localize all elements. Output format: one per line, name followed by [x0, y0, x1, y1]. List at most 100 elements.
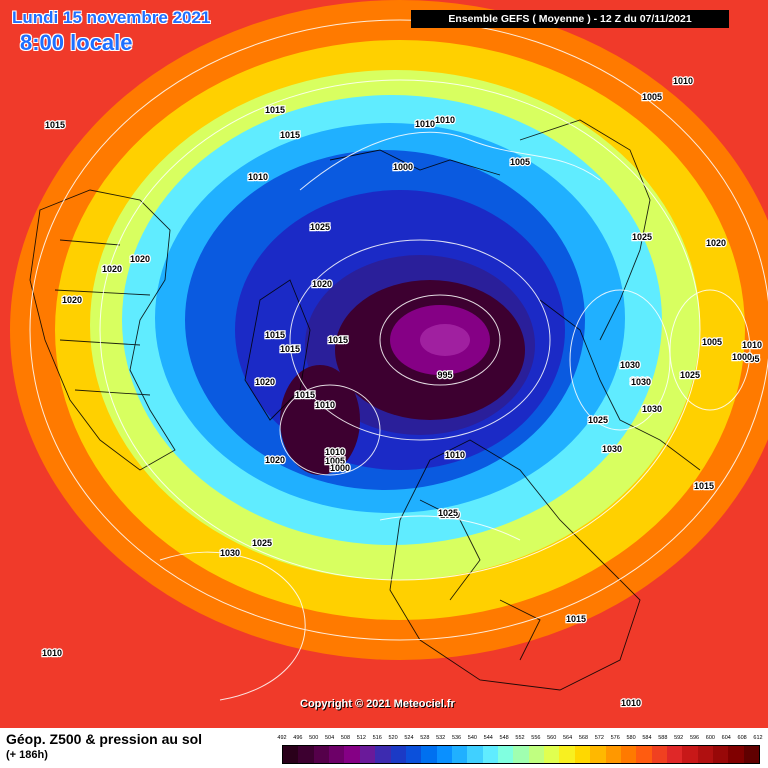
scale-swatch [436, 746, 452, 763]
scale-swatch [329, 746, 345, 763]
isobar-label: 1025 [632, 232, 652, 242]
scale-tick-label: 608 [737, 735, 747, 741]
isobar-label: 1020 [440, 510, 460, 520]
isobar-label: 1030 [631, 377, 651, 387]
scale-swatch [620, 746, 637, 763]
isobar-label: 1015 [265, 105, 285, 115]
scale-tick-label: 504 [325, 735, 335, 741]
scale-swatch [421, 746, 437, 763]
isobar-label: 1030 [602, 444, 622, 454]
isobar-label: 1015 [45, 120, 65, 130]
scale-swatch [605, 746, 621, 763]
scale-swatch [728, 746, 744, 763]
scale-swatch [682, 746, 698, 763]
scale-swatch [651, 746, 667, 763]
scale-tick-label: 584 [642, 735, 652, 741]
isobar-label: 1015 [328, 335, 348, 345]
scale-swatch [713, 746, 729, 763]
scale-swatch [283, 746, 299, 763]
scale-swatch [498, 746, 514, 763]
scale-swatch [344, 746, 360, 763]
scale-swatch [544, 746, 560, 763]
isobar-label: 1025 [310, 222, 330, 232]
scale-tick-label: 580 [626, 735, 636, 741]
isobar-label: 1015 [280, 130, 300, 140]
scale-tick-label: 528 [420, 735, 430, 741]
isobar-label: 1010 [315, 400, 335, 410]
scale-tick-label: 612 [753, 735, 763, 741]
scale-swatch [313, 746, 330, 763]
scale-swatch [697, 746, 714, 763]
scale-tick-label: 520 [388, 735, 398, 741]
isobar-label: 1020 [130, 254, 150, 264]
isobar-label: 1020 [255, 377, 275, 387]
scale-swatch [359, 746, 376, 763]
scale-tick-label: 600 [705, 735, 715, 741]
scale-tick-label: 596 [689, 735, 700, 741]
scale-tick-label: 576 [610, 735, 620, 741]
scale-tick-label: 552 [515, 735, 525, 741]
isobar-label: 995 [744, 354, 759, 364]
isobar-label: 1025 [680, 370, 700, 380]
scale-swatch [467, 746, 483, 763]
scale-tick-label: 560 [547, 735, 557, 741]
isobar-label: 1010 [248, 172, 268, 182]
scale-tick-label: 544 [483, 735, 493, 741]
scale-tick-label: 604 [721, 735, 731, 741]
scale-tick-label: 532 [436, 735, 446, 741]
isobar-label: 1010 [742, 340, 762, 350]
scale-swatch [528, 746, 545, 763]
isobar-label: 1010 [415, 119, 435, 129]
scale-tick-label: 556 [531, 735, 541, 741]
isobar-label: 1025 [438, 508, 458, 518]
scale-swatch [513, 746, 529, 763]
isobar-label: 1015 [295, 390, 315, 400]
isobar-label: 1010 [445, 450, 465, 460]
isobar-label: 1020 [265, 455, 285, 465]
copyright-notice: Copyright © 2021 Meteociel.fr [300, 698, 455, 710]
scale-tick-label: 512 [356, 735, 366, 741]
scale-swatch [482, 746, 499, 763]
band-trough [280, 365, 360, 475]
scale-swatch [574, 746, 591, 763]
scale-tick-label: 500 [309, 735, 319, 741]
isobar-label: 1025 [588, 415, 608, 425]
isobar-label: 1030 [630, 376, 650, 386]
scale-tick-label: 508 [340, 735, 351, 741]
scale-swatch [743, 746, 760, 763]
isobar-label: 1010 [673, 76, 693, 86]
isobar-label: 1000 [393, 162, 413, 172]
scale-swatch [559, 746, 575, 763]
scale-tick-label: 548 [499, 735, 509, 741]
isobar-label: 1015 [265, 330, 285, 340]
isobar-label: 1005 [510, 157, 530, 167]
scale-swatch [405, 746, 422, 763]
isobar-label: 1020 [102, 264, 122, 274]
isobar-label: 1030 [620, 360, 640, 370]
geopotential-map: 1015101510151010101010101005100010051025… [0, 0, 768, 728]
scale-tick-label: 536 [451, 735, 462, 741]
isobar-label: 1000 [330, 463, 350, 473]
scale-tick-label: 592 [674, 735, 684, 741]
scale-tick-label: 564 [563, 735, 573, 741]
band-magenta [420, 324, 470, 356]
isobar-label: 1010 [621, 698, 641, 708]
isobar-label: 1000 [732, 352, 752, 362]
isobar-labels: 1015101510151010101010101005100010051025… [41, 75, 763, 709]
scale-tick-label: 540 [467, 735, 477, 741]
isobar-label: 1030 [642, 404, 662, 414]
color-scale-bar [282, 745, 760, 764]
color-scale-labels: 492 496 500 504 508 512 516 520 524 528 532 536 540 5… [277, 735, 762, 743]
forecast-time: 8:00 locale [20, 30, 133, 55]
isobar-label: 1030 [220, 548, 240, 558]
scale-tick-label: 568 [578, 735, 589, 741]
isobar-label: 1010 [42, 648, 62, 658]
scale-swatch [451, 746, 468, 763]
isobar-label: 1005 [642, 92, 662, 102]
lead-time-label: (+ 186h) [6, 749, 48, 761]
isobar-label: 1025 [252, 538, 272, 548]
model-run-label: Ensemble GEFS ( Moyenne ) - 12 Z du 07/1… [411, 10, 729, 28]
scale-tick-label: 496 [293, 735, 303, 741]
scale-swatch [390, 746, 406, 763]
parameter-label: Géop. Z500 & pression au sol [6, 731, 203, 747]
